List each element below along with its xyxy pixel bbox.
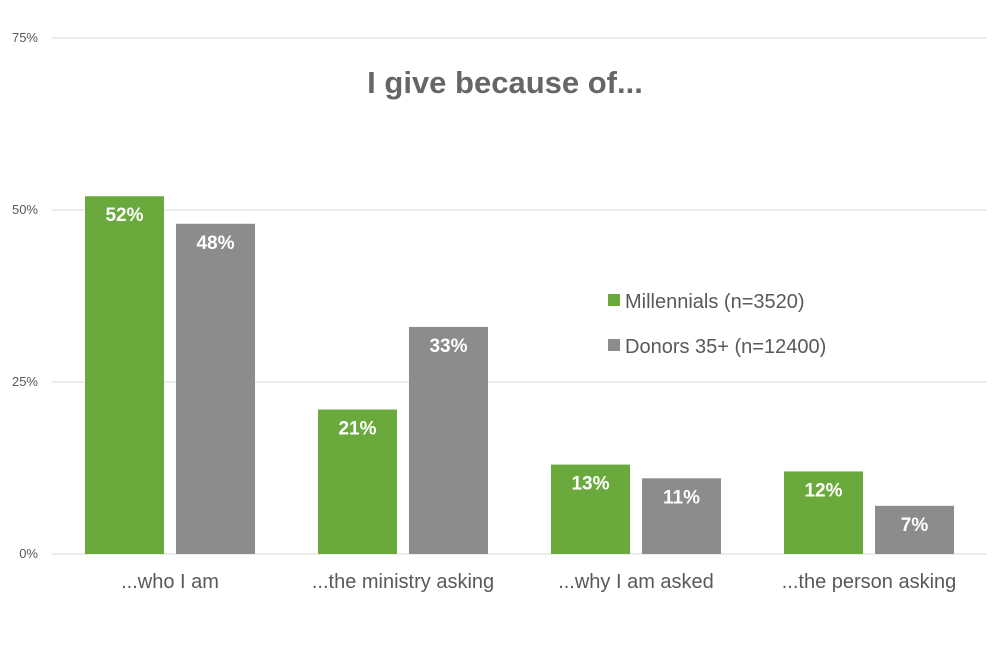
bar	[784, 471, 863, 554]
category-label: ...the ministry asking	[312, 571, 494, 593]
y-tick-label: 0%	[19, 546, 38, 561]
data-label: 11%	[663, 487, 700, 508]
bar	[642, 478, 721, 554]
data-label: 33%	[429, 336, 467, 357]
data-label: 21%	[338, 419, 376, 440]
y-tick-label: 50%	[12, 202, 38, 217]
legend-label: Millennials (n=3520)	[625, 291, 805, 313]
data-label: 7%	[901, 515, 929, 536]
category-label: ...who I am	[121, 571, 219, 593]
y-tick-label: 75%	[12, 30, 38, 45]
bar	[85, 196, 164, 555]
data-label: 48%	[196, 233, 234, 254]
bars	[85, 196, 954, 555]
legend-swatch	[608, 339, 620, 351]
bar	[176, 223, 255, 554]
bar	[409, 326, 488, 554]
y-tick-label: 25%	[12, 374, 38, 389]
y-axis-ticks: 0% 25% 50% 75%	[12, 30, 38, 561]
bar	[551, 464, 630, 554]
chart-title: I give because of...	[367, 65, 643, 100]
legend-swatch	[608, 294, 620, 306]
bar	[875, 505, 954, 554]
data-label: 12%	[804, 480, 842, 501]
bar	[318, 409, 397, 554]
category-label: ...the person asking	[782, 571, 957, 593]
data-label: 13%	[571, 474, 609, 495]
x-axis-categories: ...who I am ...the ministry asking ...why …	[121, 571, 956, 593]
legend: Millennials (n=3520) Donors 35+ (n=12400)	[608, 291, 826, 358]
legend-label: Donors 35+ (n=12400)	[625, 336, 826, 358]
category-label: ...why I am asked	[558, 571, 714, 593]
data-labels: 52% 48% 21% 33% 13% 11% 12% 7%	[105, 205, 928, 536]
data-label: 52%	[105, 205, 143, 226]
